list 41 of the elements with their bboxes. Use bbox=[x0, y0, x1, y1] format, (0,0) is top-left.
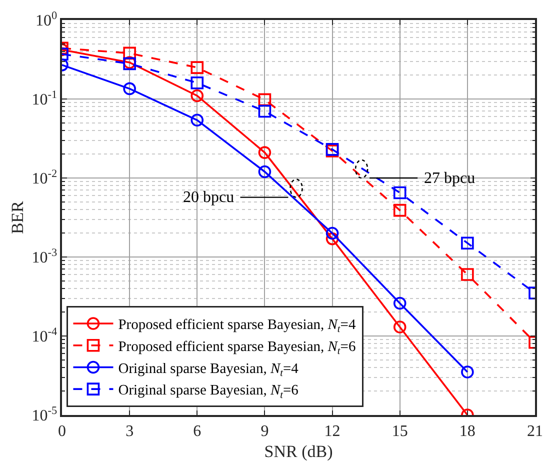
point bbox=[258, 104, 272, 118]
x-tick-label: 3 bbox=[126, 422, 134, 440]
point bbox=[123, 46, 136, 60]
y-tick-label: 10$^{0}$ bbox=[35, 10, 58, 30]
x-tick-label: 21 bbox=[527, 422, 543, 440]
legend-label: Proposed efficient sparse Bayesian, N$_{t}$=4 bbox=[118, 317, 356, 336]
point bbox=[123, 82, 136, 96]
point bbox=[393, 204, 406, 217]
x-tick-label: 6 bbox=[193, 422, 202, 440]
y-tick-label: 10$^{-5}$ bbox=[32, 404, 58, 425]
x-axis-title: SNR (dB) bbox=[264, 442, 333, 461]
point bbox=[190, 114, 204, 127]
point bbox=[393, 186, 406, 200]
point bbox=[190, 76, 204, 90]
point bbox=[393, 320, 406, 334]
x-tick-label: 12 bbox=[324, 422, 340, 440]
x-tick-label: 15 bbox=[392, 422, 408, 440]
legend-label: Original sparse Bayesian, N$_{t}$=6 bbox=[118, 382, 298, 401]
point bbox=[258, 165, 272, 178]
point bbox=[258, 93, 272, 106]
legend-label: Original sparse Bayesian, N$_{t}$=4 bbox=[118, 360, 300, 379]
point bbox=[326, 232, 339, 246]
point bbox=[461, 236, 474, 250]
legend-label: Proposed efficient sparse Bayesian, N$_{t}$=6 bbox=[118, 339, 356, 358]
point bbox=[326, 226, 339, 240]
point bbox=[461, 366, 474, 378]
x-tick-label: 0 bbox=[58, 422, 66, 440]
y-tick-label: 10$^{-2}$ bbox=[32, 168, 58, 188]
x-tick-label: 9 bbox=[260, 422, 269, 440]
x-tick-label: 18 bbox=[459, 422, 476, 440]
y-tick-label: 10$^{-4}$ bbox=[32, 326, 58, 346]
point bbox=[190, 89, 204, 102]
y-tick-label: 10$^{-3}$ bbox=[32, 246, 58, 267]
point bbox=[393, 296, 406, 310]
y-axis-title: BER bbox=[8, 200, 27, 234]
y-tick-label: 10$^{-1}$ bbox=[32, 88, 58, 109]
point bbox=[461, 268, 474, 281]
annotation: 27 bpcu bbox=[424, 170, 476, 187]
point bbox=[258, 146, 272, 159]
annotation: 20 bpcu bbox=[183, 189, 234, 206]
point bbox=[190, 61, 204, 74]
